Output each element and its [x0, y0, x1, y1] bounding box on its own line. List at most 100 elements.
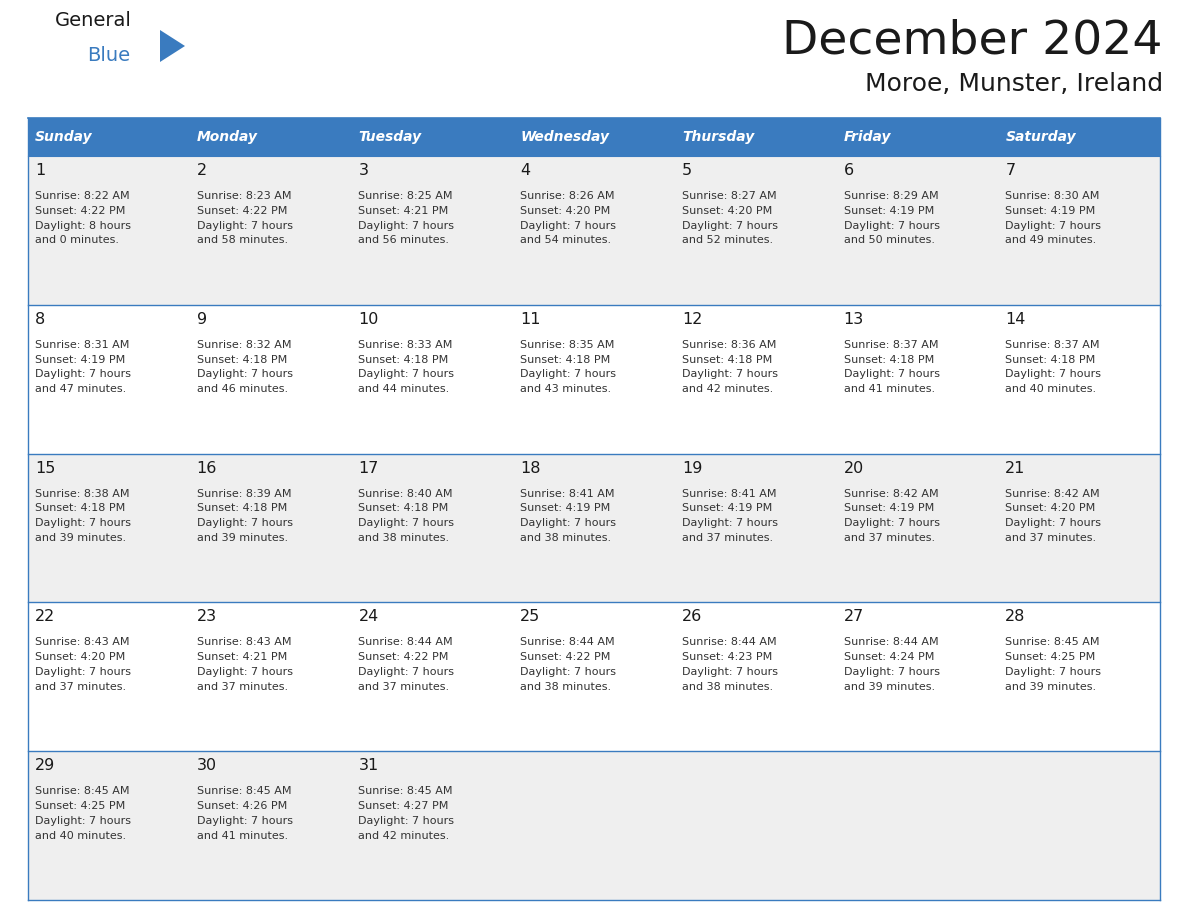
Text: Sunrise: 8:25 AM: Sunrise: 8:25 AM: [359, 191, 453, 201]
Bar: [998, 118, 1159, 156]
Text: Sunset: 4:20 PM: Sunset: 4:20 PM: [34, 652, 125, 662]
Bar: [675, 118, 836, 156]
Text: Sunset: 4:22 PM: Sunset: 4:22 PM: [34, 206, 126, 216]
Text: Sunset: 4:18 PM: Sunset: 4:18 PM: [359, 354, 449, 364]
Text: 12: 12: [682, 312, 702, 327]
Text: and 46 minutes.: and 46 minutes.: [197, 385, 287, 394]
Bar: [29, 602, 1159, 751]
Text: Sunrise: 8:39 AM: Sunrise: 8:39 AM: [197, 488, 291, 498]
Text: 1: 1: [34, 163, 45, 178]
Text: Daylight: 7 hours: Daylight: 7 hours: [197, 220, 292, 230]
Text: Sunrise: 8:30 AM: Sunrise: 8:30 AM: [1005, 191, 1100, 201]
Text: 26: 26: [682, 610, 702, 624]
Text: Sunrise: 8:41 AM: Sunrise: 8:41 AM: [520, 488, 614, 498]
Text: Sunrise: 8:23 AM: Sunrise: 8:23 AM: [197, 191, 291, 201]
Text: and 49 minutes.: and 49 minutes.: [1005, 235, 1097, 245]
Text: Sunrise: 8:44 AM: Sunrise: 8:44 AM: [520, 637, 614, 647]
Text: 24: 24: [359, 610, 379, 624]
Text: Daylight: 8 hours: Daylight: 8 hours: [34, 220, 131, 230]
Text: and 37 minutes.: and 37 minutes.: [843, 533, 935, 543]
Text: Sunset: 4:19 PM: Sunset: 4:19 PM: [34, 354, 125, 364]
Text: and 58 minutes.: and 58 minutes.: [197, 235, 287, 245]
Bar: [29, 453, 1159, 602]
Text: 6: 6: [843, 163, 854, 178]
Text: Sunrise: 8:45 AM: Sunrise: 8:45 AM: [34, 786, 129, 796]
Text: and 47 minutes.: and 47 minutes.: [34, 385, 126, 394]
Text: Sunrise: 8:37 AM: Sunrise: 8:37 AM: [1005, 340, 1100, 350]
Text: Sunrise: 8:43 AM: Sunrise: 8:43 AM: [197, 637, 291, 647]
Text: Sunset: 4:18 PM: Sunset: 4:18 PM: [682, 354, 772, 364]
Text: Sunrise: 8:33 AM: Sunrise: 8:33 AM: [359, 340, 453, 350]
Text: and 41 minutes.: and 41 minutes.: [843, 385, 935, 394]
Text: Sunset: 4:19 PM: Sunset: 4:19 PM: [843, 503, 934, 513]
Text: Daylight: 7 hours: Daylight: 7 hours: [520, 518, 617, 528]
Text: Daylight: 7 hours: Daylight: 7 hours: [359, 220, 455, 230]
Text: Sunset: 4:22 PM: Sunset: 4:22 PM: [197, 206, 287, 216]
Text: Daylight: 7 hours: Daylight: 7 hours: [843, 369, 940, 379]
Text: 15: 15: [34, 461, 56, 476]
Text: Daylight: 7 hours: Daylight: 7 hours: [843, 518, 940, 528]
Text: and 40 minutes.: and 40 minutes.: [34, 831, 126, 841]
Text: and 43 minutes.: and 43 minutes.: [520, 385, 612, 394]
Text: and 38 minutes.: and 38 minutes.: [359, 533, 449, 543]
Text: and 37 minutes.: and 37 minutes.: [682, 533, 773, 543]
Text: and 42 minutes.: and 42 minutes.: [682, 385, 773, 394]
Text: Daylight: 7 hours: Daylight: 7 hours: [359, 667, 455, 677]
Text: 10: 10: [359, 312, 379, 327]
Text: Sunrise: 8:26 AM: Sunrise: 8:26 AM: [520, 191, 614, 201]
Text: Sunrise: 8:27 AM: Sunrise: 8:27 AM: [682, 191, 777, 201]
Text: and 44 minutes.: and 44 minutes.: [359, 385, 450, 394]
Text: Daylight: 7 hours: Daylight: 7 hours: [682, 220, 778, 230]
Text: 8: 8: [34, 312, 45, 327]
Bar: [836, 118, 998, 156]
Text: Sunrise: 8:31 AM: Sunrise: 8:31 AM: [34, 340, 129, 350]
Text: 25: 25: [520, 610, 541, 624]
Text: 28: 28: [1005, 610, 1025, 624]
Text: Sunset: 4:18 PM: Sunset: 4:18 PM: [520, 354, 611, 364]
Text: Sunrise: 8:44 AM: Sunrise: 8:44 AM: [682, 637, 777, 647]
Text: Daylight: 7 hours: Daylight: 7 hours: [1005, 667, 1101, 677]
Text: 27: 27: [843, 610, 864, 624]
Text: 31: 31: [359, 758, 379, 773]
Text: 22: 22: [34, 610, 56, 624]
Text: 5: 5: [682, 163, 691, 178]
Text: Sunrise: 8:35 AM: Sunrise: 8:35 AM: [520, 340, 614, 350]
Text: 11: 11: [520, 312, 541, 327]
Text: Sunset: 4:19 PM: Sunset: 4:19 PM: [682, 503, 772, 513]
Text: Sunrise: 8:22 AM: Sunrise: 8:22 AM: [34, 191, 129, 201]
Text: Daylight: 7 hours: Daylight: 7 hours: [1005, 220, 1101, 230]
Text: Daylight: 7 hours: Daylight: 7 hours: [359, 369, 455, 379]
Text: Sunset: 4:18 PM: Sunset: 4:18 PM: [1005, 354, 1095, 364]
Text: Daylight: 7 hours: Daylight: 7 hours: [682, 518, 778, 528]
Text: Sunset: 4:19 PM: Sunset: 4:19 PM: [843, 206, 934, 216]
Text: Sunset: 4:27 PM: Sunset: 4:27 PM: [359, 801, 449, 811]
Text: Daylight: 7 hours: Daylight: 7 hours: [520, 220, 617, 230]
Text: Sunset: 4:20 PM: Sunset: 4:20 PM: [520, 206, 611, 216]
Text: Sunrise: 8:32 AM: Sunrise: 8:32 AM: [197, 340, 291, 350]
Text: 3: 3: [359, 163, 368, 178]
Text: Sunday: Sunday: [34, 130, 93, 144]
Text: and 50 minutes.: and 50 minutes.: [843, 235, 935, 245]
Text: Sunset: 4:20 PM: Sunset: 4:20 PM: [1005, 503, 1095, 513]
Text: 13: 13: [843, 312, 864, 327]
Text: and 38 minutes.: and 38 minutes.: [682, 682, 773, 692]
Text: Tuesday: Tuesday: [359, 130, 422, 144]
Text: Daylight: 7 hours: Daylight: 7 hours: [1005, 369, 1101, 379]
Text: Sunset: 4:21 PM: Sunset: 4:21 PM: [359, 206, 449, 216]
Text: 9: 9: [197, 312, 207, 327]
Text: Daylight: 7 hours: Daylight: 7 hours: [520, 667, 617, 677]
Text: Sunset: 4:18 PM: Sunset: 4:18 PM: [197, 503, 287, 513]
Text: Daylight: 7 hours: Daylight: 7 hours: [1005, 518, 1101, 528]
Text: Sunset: 4:23 PM: Sunset: 4:23 PM: [682, 652, 772, 662]
Text: and 39 minutes.: and 39 minutes.: [1005, 682, 1097, 692]
Text: Daylight: 7 hours: Daylight: 7 hours: [197, 518, 292, 528]
Text: Sunrise: 8:37 AM: Sunrise: 8:37 AM: [843, 340, 939, 350]
Text: and 39 minutes.: and 39 minutes.: [34, 533, 126, 543]
Text: Blue: Blue: [87, 46, 131, 65]
Text: and 39 minutes.: and 39 minutes.: [843, 682, 935, 692]
Text: December 2024: December 2024: [783, 18, 1163, 63]
Text: 19: 19: [682, 461, 702, 476]
Bar: [29, 751, 1159, 900]
Text: Daylight: 7 hours: Daylight: 7 hours: [34, 816, 131, 826]
Text: Moroe, Munster, Ireland: Moroe, Munster, Ireland: [865, 72, 1163, 96]
